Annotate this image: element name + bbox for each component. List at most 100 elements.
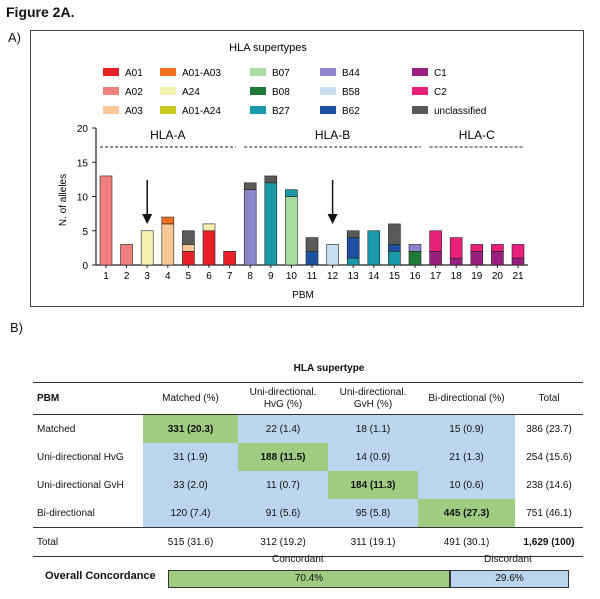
legend-label: B62 [342,106,360,117]
y-axis-label: N. of alleles [58,174,69,226]
bar-segment [243,182,257,190]
table-cell: 21 (1.3) [418,443,515,471]
y-tick-label: 20 [77,124,89,135]
legend-swatch [412,87,428,95]
legend-swatch [320,68,336,76]
legend-swatch [160,87,176,95]
legend-swatch [320,106,336,114]
table-row: Matched 331 (20.3) 22 (1.4) 18 (1.1) 15 … [33,414,583,443]
x-tick-label: 11 [307,271,318,282]
bar-segment [511,244,525,259]
arrow-head [142,214,153,224]
table-row: Uni-directional HvG 31 (1.9) 188 (11.5) … [33,443,583,471]
table-cell: 238 (14.6) [526,479,572,491]
bar-segment [182,251,195,266]
table-cell: 254 (15.6) [526,451,572,463]
y-tick-label: 5 [82,227,88,238]
col-header-hvg: Uni-directional. HvG (%) [249,386,317,410]
col-header-total: Total [538,392,560,404]
bar-segment [182,244,195,252]
table-total-row: Total 515 (31.6) 312 (19.2) 311 (19.1) 4… [33,528,583,557]
x-tick-label: 17 [430,271,442,282]
discordant-label: Discordant [484,554,532,565]
legend-swatch [250,106,266,114]
bar-segment [346,230,360,238]
x-tick-label: 10 [286,271,298,282]
table-cell: 15 (0.9) [418,414,515,443]
x-tick-label: 6 [206,271,212,282]
bar-segment [429,230,442,252]
concordance-table: HLA supertype PBM Matched (%) Uni-direct… [33,354,583,557]
bar-segment [429,251,442,266]
legend-swatch [160,106,176,114]
stacked-bar-chart: HLA supertypes A01 A02 A03 A01-A03 A24 A01-A24… [58,42,528,301]
bar-segment [470,244,484,252]
figure-title: Figure 2A. [6,4,75,20]
table-cell: 33 (2.0) [143,471,238,499]
col-header-matched: Matched (%) [162,392,219,404]
pbm-corner-header: PBM [37,393,60,404]
bar-segment [182,230,195,245]
bar-segment [285,196,298,266]
table-cell: 11 (0.7) [238,471,328,499]
bar-segment [285,189,298,197]
bar-segment [449,237,463,259]
legend-swatch [103,87,119,95]
table-cell: 31 (1.9) [143,443,238,471]
x-tick-label: 21 [512,271,524,282]
bar-segment [326,244,339,266]
bar-segment [491,244,504,252]
legend-label: C2 [434,87,447,98]
table-cell: 491 (30.1) [443,536,490,548]
overall-concordance-label: Overall Concordance [45,570,156,582]
legend-label: B27 [272,106,290,117]
legend-swatch [160,68,176,76]
col-header-gvh: Uni-directional. GvH (%) [339,386,407,410]
x-tick-label: 4 [165,271,171,282]
legend-swatch [250,87,266,95]
legend-swatch [103,68,119,76]
group-label: HLA-A [150,128,185,142]
x-tick-label: 5 [186,271,192,282]
x-tick-label: 1 [103,271,109,282]
table-cell: 91 (5.6) [238,499,328,528]
bar-segment [346,257,360,266]
bar-segment [161,216,175,225]
x-tick-label: 18 [451,271,463,282]
legend-swatch [250,68,266,76]
table-cell: 312 (19.2) [260,536,306,548]
legend-title: HLA supertypes [229,42,307,54]
legend-swatch [412,68,428,76]
group-label: HLA-B [315,128,350,142]
discordant-bar: 29.6% [450,570,569,588]
supertype-header: HLA supertype [293,362,365,374]
legend-label: A03 [125,106,143,117]
x-axis-label: PBM [292,290,314,301]
table-cell: 95 (5.8) [328,499,418,528]
bar-segment [305,237,319,252]
table-cell: 120 (7.4) [143,499,238,528]
bar-segment [511,257,525,266]
table-cell: 1,629 (100) [523,536,575,548]
x-tick-label: 12 [327,271,339,282]
col-header-bidirectional: Bi-directional (%) [428,392,505,404]
x-tick-label: 15 [389,271,401,282]
legend-label: C1 [434,68,447,79]
bar-segment [346,237,360,259]
concordant-label: Concordant [272,554,324,565]
table-cell: 22 (1.4) [238,414,328,443]
legend-label: A24 [182,87,200,98]
concordant-bar: 70.4% [168,570,450,588]
table-cell: 184 (11.3) [328,471,418,499]
x-tick-label: 13 [348,271,360,282]
table-row: Bi-directional 120 (7.4) 91 (5.6) 95 (5.… [33,499,583,528]
bar-segment [264,182,278,266]
table-cell: 10 (0.6) [418,471,515,499]
y-tick-label: 10 [77,193,89,204]
bar-segment [202,230,216,266]
bar-segment [140,230,154,266]
group-label: HLA-C [459,128,495,142]
x-tick-label: 9 [268,271,274,282]
bar-segment [388,223,401,245]
x-tick-label: 3 [144,271,150,282]
